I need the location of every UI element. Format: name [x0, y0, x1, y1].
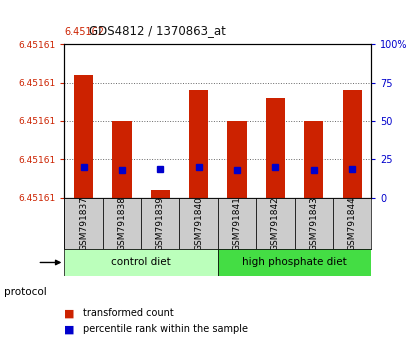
Bar: [189, 90, 208, 198]
Bar: [112, 121, 132, 198]
Bar: [180, 198, 218, 249]
Text: GSM791839: GSM791839: [156, 196, 165, 251]
Text: GSM791842: GSM791842: [271, 196, 280, 251]
Text: protocol: protocol: [4, 287, 47, 297]
Bar: [218, 249, 371, 276]
Text: GSM791837: GSM791837: [79, 196, 88, 251]
Bar: [227, 121, 247, 198]
Bar: [304, 121, 323, 198]
Bar: [295, 198, 333, 249]
Text: percentile rank within the sample: percentile rank within the sample: [83, 324, 248, 334]
Text: high phosphate diet: high phosphate diet: [242, 257, 347, 268]
Text: GSM791840: GSM791840: [194, 196, 203, 251]
Text: control diet: control diet: [111, 257, 171, 268]
Bar: [333, 198, 371, 249]
Text: GSM791843: GSM791843: [309, 196, 318, 251]
Bar: [343, 90, 362, 198]
Bar: [266, 98, 285, 198]
Bar: [64, 198, 103, 249]
Bar: [103, 198, 141, 249]
Bar: [64, 249, 218, 276]
Bar: [151, 190, 170, 198]
Text: ■: ■: [64, 308, 75, 318]
Text: 6.45162: 6.45162: [64, 27, 104, 37]
Bar: [141, 198, 180, 249]
Text: GDS4812 / 1370863_at: GDS4812 / 1370863_at: [89, 24, 226, 37]
Text: GSM791844: GSM791844: [348, 196, 357, 251]
Bar: [74, 75, 93, 198]
Bar: [218, 198, 256, 249]
Bar: [256, 198, 295, 249]
Text: GSM791838: GSM791838: [117, 196, 127, 251]
Text: transformed count: transformed count: [83, 308, 174, 318]
Text: ■: ■: [64, 324, 75, 334]
Text: GSM791841: GSM791841: [232, 196, 242, 251]
